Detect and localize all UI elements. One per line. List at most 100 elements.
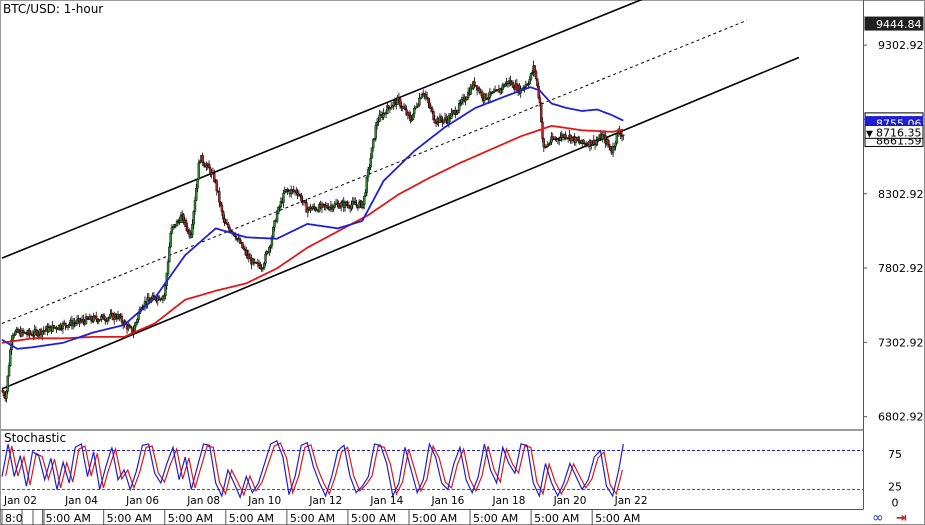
candle-down <box>534 71 538 80</box>
candle-down <box>305 202 308 213</box>
candle-up <box>263 263 266 268</box>
time-label: 5:00 AM <box>229 512 274 525</box>
time-label: 5:00 AM <box>473 512 518 525</box>
candle-up <box>268 247 271 254</box>
candle-down <box>227 223 230 228</box>
candle-down <box>223 218 226 223</box>
candle-up <box>416 104 420 108</box>
candle-up <box>277 207 280 214</box>
candle-down <box>95 316 98 320</box>
candle-down <box>325 205 329 208</box>
time-label: 8:0 <box>5 512 23 525</box>
candle-up <box>192 211 195 225</box>
candle-down <box>86 316 89 320</box>
candle-up <box>622 134 625 137</box>
candle-down <box>222 211 225 219</box>
candle-up <box>456 109 460 114</box>
candle-down <box>304 200 307 203</box>
candle-down <box>114 314 117 319</box>
price-tick-label: 9302.92 <box>878 39 924 52</box>
candle-down <box>511 82 515 88</box>
candle-down <box>2 391 6 396</box>
date-label: Jan 08 <box>186 495 220 507</box>
candle-down <box>473 81 476 86</box>
shift-chart-icon[interactable]: ⇥ <box>896 511 907 525</box>
candle-up <box>528 79 531 85</box>
candle-down <box>347 204 351 208</box>
price-tick-label: 8302.92 <box>878 188 924 201</box>
channel-lower-line <box>1 56 800 390</box>
autoscroll-icon[interactable]: ∞ <box>872 510 884 525</box>
candle-up <box>168 246 171 263</box>
date-label: Jan 10 <box>247 495 281 507</box>
candle-down <box>202 162 206 166</box>
candle-up <box>37 333 40 337</box>
candle-up <box>9 349 12 366</box>
candle-up <box>97 319 101 322</box>
candle-down <box>52 325 56 328</box>
candle-up <box>133 324 136 332</box>
candle-up <box>196 178 199 189</box>
candle-down <box>427 98 430 104</box>
candle-down <box>21 330 25 333</box>
candle-down <box>533 65 537 72</box>
candle-down <box>64 322 67 326</box>
candle-up <box>392 101 395 107</box>
date-label: Jan 16 <box>430 495 464 507</box>
candle-down <box>234 236 238 240</box>
candle-up <box>273 220 276 228</box>
candle-down <box>538 97 542 104</box>
candle-up <box>413 108 416 115</box>
price-plot[interactable] <box>1 0 800 403</box>
candle-up <box>269 245 272 248</box>
candle-down <box>102 314 106 320</box>
candle-up <box>275 213 279 222</box>
stochastic-d-line <box>5 442 623 497</box>
time-label: 5:00 AM <box>595 512 640 525</box>
candle-down <box>147 297 151 301</box>
candle-down <box>82 319 85 322</box>
candle-down <box>606 139 610 145</box>
candle-down <box>296 192 299 195</box>
candle-down <box>295 190 298 193</box>
candle-down <box>59 324 62 329</box>
candle-up <box>369 158 372 168</box>
candle-up <box>377 121 380 123</box>
stochastic-plot[interactable] <box>1 439 863 500</box>
date-label: Jan 20 <box>553 495 587 507</box>
candle-down <box>300 195 303 202</box>
candle-up <box>368 166 371 170</box>
candle-down <box>184 220 188 227</box>
time-label: 5:00 AM <box>412 512 457 525</box>
candle-up <box>372 139 375 148</box>
candle-down <box>313 206 316 209</box>
candle-down <box>432 111 435 120</box>
candle-down <box>445 117 448 121</box>
candle-down <box>440 116 443 121</box>
candle-up <box>419 97 422 100</box>
channel-upper-line <box>1 0 643 259</box>
candle-down <box>428 102 431 108</box>
candle-up <box>389 106 393 110</box>
candle-down <box>55 326 58 329</box>
sma-slow-line <box>1 124 624 344</box>
price-tick-label: 7802.92 <box>878 262 924 275</box>
candle-up <box>370 147 374 159</box>
candle-up <box>75 319 79 324</box>
candle-down <box>407 112 411 117</box>
candle-up <box>136 319 139 323</box>
candle-up <box>378 114 381 122</box>
candle-down <box>537 85 540 98</box>
candle-down <box>219 202 222 206</box>
time-label: 5:00 AM <box>46 512 91 525</box>
candle-up <box>529 73 533 80</box>
last-price-label-text: 9444.84 <box>876 18 922 31</box>
candle-up <box>361 204 365 208</box>
candle-down <box>224 222 227 224</box>
candle-down <box>397 97 401 100</box>
candle-up <box>7 365 11 377</box>
candle-up <box>84 316 88 325</box>
candle-down <box>354 202 357 205</box>
candle-up <box>374 125 378 139</box>
